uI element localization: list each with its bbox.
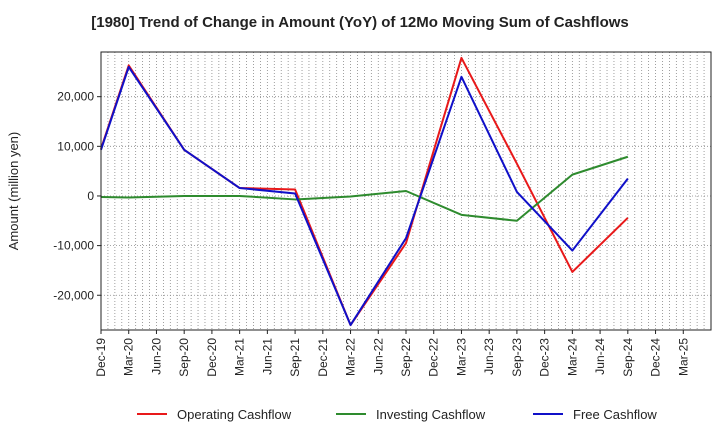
y-tick-label: 20,000	[57, 90, 94, 104]
series-line-free-cashflow	[100, 65, 629, 327]
x-tick-label: Sep-20	[177, 338, 191, 377]
x-tick-label: Jun-23	[482, 338, 496, 375]
x-tick-label: Sep-24	[621, 338, 635, 377]
x-tick-label: Jun-20	[149, 338, 163, 375]
x-tick-label: Jun-22	[371, 338, 385, 375]
chart-title: [1980] Trend of Change in Amount (YoY) o…	[91, 14, 629, 31]
y-tick-label: -20,000	[53, 288, 94, 302]
x-axis: Dec-19 Mar-20 Jun-20 Sep-20 Dec-20 Mar-21 Jun-…	[94, 330, 690, 377]
x-tick-label: Mar-23	[454, 338, 468, 376]
series-line-investing-cashflow	[100, 155, 629, 222]
x-tick-label: Dec-19	[94, 338, 108, 377]
plot-series	[100, 56, 629, 327]
series-line-operating-cashflow	[100, 56, 629, 327]
x-tick-label: Dec-21	[316, 338, 330, 377]
y-tick-label: 0	[87, 189, 94, 203]
x-tick-label: Mar-24	[565, 338, 579, 376]
legend: Operating Cashflow Investing Cashflow Free…	[137, 407, 657, 422]
y-tick-label: -10,000	[53, 239, 94, 253]
x-tick-label: Dec-24	[649, 338, 663, 377]
x-tick-label: Jun-21	[260, 338, 274, 375]
x-tick-label: Mar-25	[676, 338, 690, 376]
x-tick-label: Sep-22	[399, 338, 413, 377]
x-tick-label: Mar-20	[122, 338, 136, 376]
x-tick-label: Dec-20	[205, 338, 219, 377]
y-axis: -20,000 -10,000 0 10,000 20,000	[53, 90, 101, 302]
grid	[101, 52, 711, 330]
y-tick-label: 10,000	[57, 139, 94, 153]
x-tick-label: Dec-23	[538, 338, 552, 377]
x-tick-label: Sep-21	[288, 338, 302, 377]
legend-label-investing-cashflow: Investing Cashflow	[376, 407, 486, 422]
x-tick-label: Jun-24	[593, 338, 607, 375]
x-tick-label: Mar-22	[344, 338, 358, 376]
y-axis-title: Amount (million yen)	[6, 132, 21, 251]
legend-label-operating-cashflow: Operating Cashflow	[177, 407, 292, 422]
x-tick-label: Dec-22	[427, 338, 441, 377]
legend-label-free-cashflow: Free Cashflow	[573, 407, 657, 422]
x-tick-label: Mar-21	[233, 338, 247, 376]
x-tick-label: Sep-23	[510, 338, 524, 377]
